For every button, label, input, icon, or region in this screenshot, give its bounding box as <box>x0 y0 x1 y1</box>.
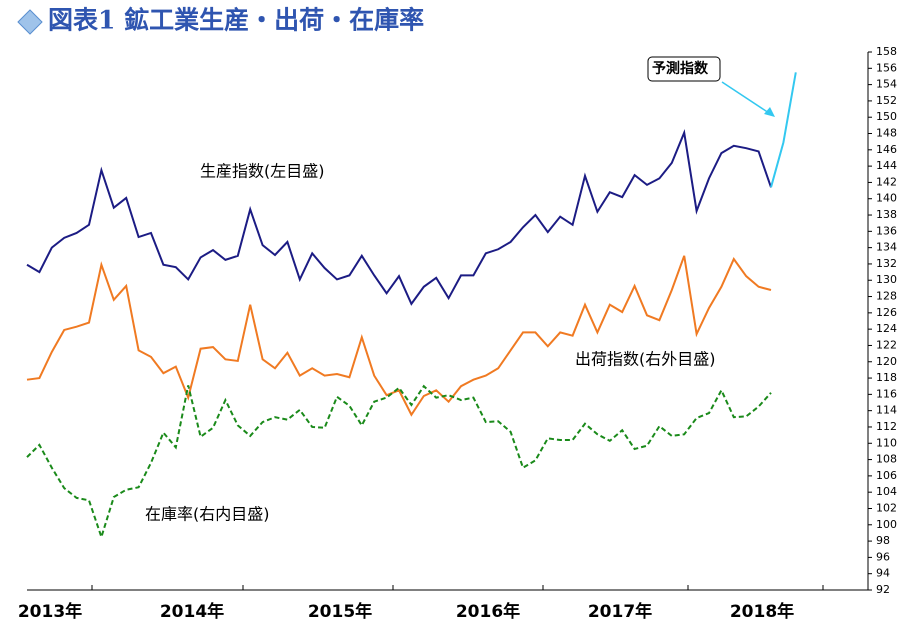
title-icon <box>17 9 43 35</box>
y-tick-label: 106 <box>876 469 897 482</box>
series-line <box>26 255 772 417</box>
y-tick-label: 120 <box>876 355 897 368</box>
series-line <box>770 72 797 188</box>
y-tick-label: 102 <box>876 501 897 514</box>
annotation: 在庫率(右内目盛) <box>145 505 270 524</box>
forecast-arrow <box>721 81 773 116</box>
forecast-label-box <box>647 56 721 82</box>
annotation: 予測指数 <box>652 60 709 77</box>
y-tick-label: 98 <box>876 534 890 547</box>
y-tick-label: 150 <box>876 110 897 123</box>
y-tick-label: 132 <box>876 257 897 270</box>
y-tick-label: 136 <box>876 224 897 237</box>
y-tick-label: 118 <box>876 371 897 384</box>
x-axis-ticks <box>91 585 824 590</box>
y-tick-label: 128 <box>876 290 897 303</box>
y-tick-label: 122 <box>876 338 897 351</box>
y-tick-label: 152 <box>876 94 897 107</box>
y-tick-label: 94 <box>876 567 890 580</box>
x-tick-label: 2013年 <box>18 601 82 622</box>
series-line <box>26 384 772 541</box>
y-tick-label: 114 <box>876 404 897 417</box>
y-tick-label: 126 <box>876 306 897 319</box>
y-tick-label: 138 <box>876 208 897 221</box>
y-tick-label: 100 <box>876 518 897 531</box>
y-tick-label: 154 <box>876 78 897 91</box>
series-line <box>26 129 772 306</box>
annotation: 生産指数(左目盛) <box>200 162 325 181</box>
y-tick-label: 156 <box>876 61 897 74</box>
chart-title: 図表1 鉱工業生産・出荷・在庫率 <box>48 6 424 35</box>
y-tick-label: 108 <box>876 453 897 466</box>
y-tick-label: 104 <box>876 485 897 498</box>
y-tick-label: 124 <box>876 322 897 335</box>
y-tick-label: 130 <box>876 273 897 286</box>
y-tick-label: 142 <box>876 175 897 188</box>
annotation: 出荷指数(右外目盛) <box>575 350 716 369</box>
x-tick-label: 2014年 <box>160 601 224 622</box>
y-tick-label: 110 <box>876 436 897 449</box>
y-tick-label: 112 <box>876 420 897 433</box>
y-tick-label: 146 <box>876 143 897 156</box>
y-tick-label: 116 <box>876 387 897 400</box>
y-tick-label: 158 <box>876 45 897 58</box>
x-tick-label: 2015年 <box>308 601 372 622</box>
x-tick-label: 2018年 <box>730 601 794 622</box>
y-tick-label: 92 <box>876 583 890 596</box>
y-tick-label: 96 <box>876 550 890 563</box>
y-tick-label: 148 <box>876 127 897 140</box>
y-tick-label: 140 <box>876 192 897 205</box>
y-tick-label: 134 <box>876 241 897 254</box>
x-tick-label: 2017年 <box>588 601 652 622</box>
forecast-arrowhead <box>764 107 775 117</box>
y-tick-label: 144 <box>876 159 897 172</box>
x-tick-label: 2016年 <box>456 601 520 622</box>
